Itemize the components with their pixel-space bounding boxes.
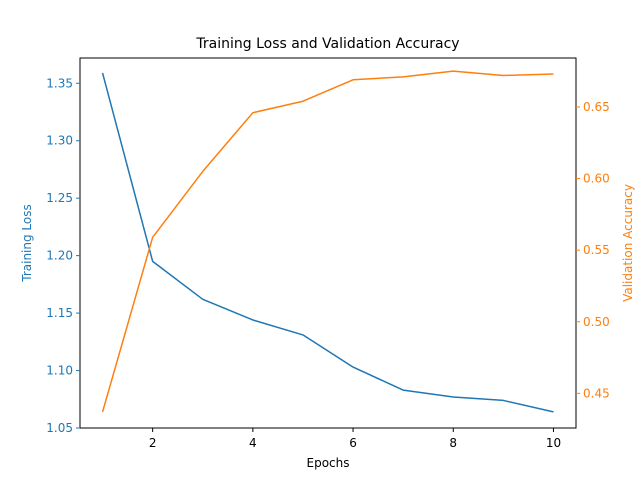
left-y-tick-label: 1.35 <box>46 76 73 90</box>
axes: 2 4 6 8 10 1.05 1.10 1.15 1.20 1.25 1.30 1.35 0.45 0.… <box>46 76 609 450</box>
left-axis-title: Training Loss <box>20 204 34 282</box>
right-y-tick-label: 0.55 <box>583 243 610 257</box>
right-y-tick-label: 0.45 <box>583 386 610 400</box>
x-tick-label: 4 <box>249 436 257 450</box>
right-axis-title: Validation Accuracy <box>621 184 635 302</box>
x-tick-label: 8 <box>449 436 457 450</box>
left-y-tick-label: 1.25 <box>46 191 73 205</box>
validation-accuracy-line <box>101 70 554 413</box>
left-y-tick-label: 1.30 <box>46 134 73 148</box>
training-loss-line <box>101 72 554 413</box>
left-y-tick-label: 1.20 <box>46 249 73 263</box>
x-tick-label: 2 <box>149 436 157 450</box>
left-y-tick-label: 1.10 <box>46 364 73 378</box>
x-axis-title: Epochs <box>307 456 350 470</box>
right-y-tick-label: 0.65 <box>583 100 610 114</box>
right-y-tick-label: 0.60 <box>583 172 610 186</box>
left-y-tick-label: 1.05 <box>46 421 73 435</box>
left-y-tick-label: 1.15 <box>46 306 73 320</box>
chart-title: Training Loss and Validation Accuracy <box>195 36 459 52</box>
plot-frame <box>79 57 577 429</box>
x-tick-label: 6 <box>349 436 357 450</box>
x-tick-label: 10 <box>546 436 561 450</box>
right-y-tick-label: 0.50 <box>583 315 610 329</box>
plot-area <box>101 70 554 413</box>
